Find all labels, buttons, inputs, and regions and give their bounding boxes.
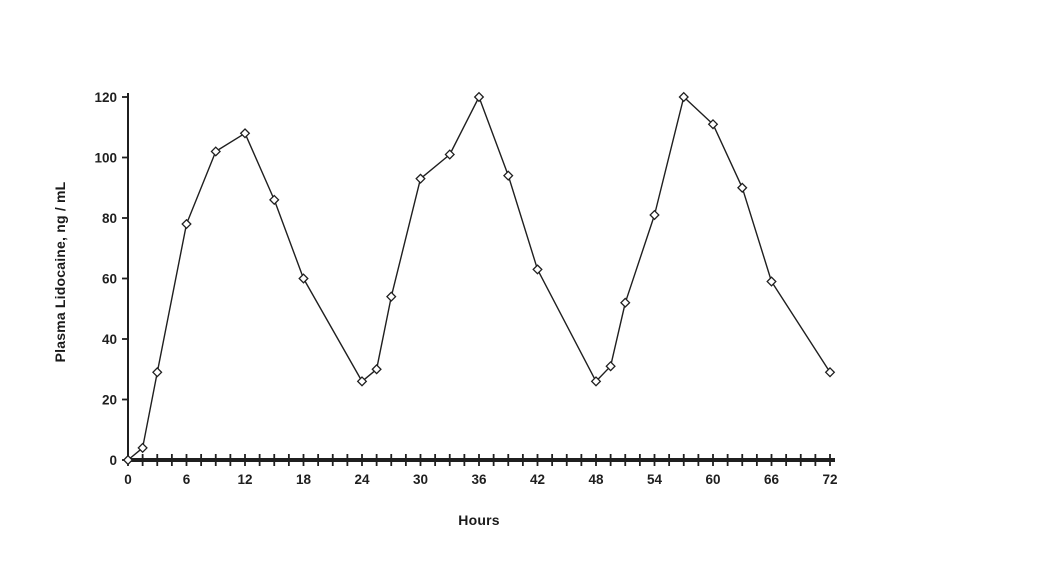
y-tick-label: 20: [102, 393, 117, 408]
data-point-marker: [503, 170, 514, 181]
x-tick-label: 72: [822, 472, 837, 487]
data-point-marker: [766, 276, 777, 287]
data-point-marker: [386, 291, 397, 302]
x-tick-label: 24: [354, 472, 370, 487]
y-tick-label: 80: [102, 211, 117, 226]
data-point-marker: [152, 367, 163, 378]
data-point-marker: [473, 91, 485, 103]
series-line: [127, 96, 831, 461]
data-point-marker: [181, 218, 192, 230]
data-point-marker: [356, 376, 368, 387]
data-point-marker: [137, 442, 148, 454]
data-point-marker: [122, 454, 134, 466]
x-tick-label: 66: [764, 472, 780, 487]
y-tick-label: 40: [102, 332, 117, 347]
data-point-marker: [371, 364, 382, 375]
x-tick-label: 42: [530, 472, 545, 487]
y-tick-label: 120: [94, 90, 117, 105]
y-tick-label: 100: [94, 151, 117, 166]
data-point-marker: [269, 194, 280, 206]
x-tick-label: 36: [471, 472, 487, 487]
data-point-marker: [210, 146, 221, 157]
x-tick-label: 54: [647, 472, 663, 487]
data-point-marker: [532, 264, 543, 275]
data-point-marker: [605, 361, 616, 372]
x-tick-label: 60: [705, 472, 720, 487]
x-tick-label: 18: [296, 472, 312, 487]
x-tick-label: 30: [413, 472, 428, 487]
data-point-marker: [444, 149, 455, 160]
data-point-marker: [649, 209, 660, 221]
data-point-marker: [678, 91, 689, 103]
y-axis-title: Plasma Lidocaine, ng / mL: [52, 181, 68, 363]
data-point-marker: [415, 173, 426, 184]
x-tick-label: 6: [183, 472, 191, 487]
data-point-marker: [620, 297, 631, 308]
x-tick-label: 12: [237, 472, 252, 487]
data-point-marker: [737, 182, 748, 193]
data-point-marker: [824, 367, 836, 378]
data-point-marker: [707, 119, 719, 130]
x-tick-label: 0: [124, 472, 132, 487]
data-point-marker: [590, 376, 602, 387]
y-tick-label: 60: [102, 272, 117, 287]
x-axis-title: Hours: [458, 512, 500, 528]
data-point-marker: [298, 273, 309, 284]
x-tick-label: 48: [588, 472, 604, 487]
y-tick-label: 0: [109, 453, 117, 468]
data-point-marker: [239, 128, 251, 139]
